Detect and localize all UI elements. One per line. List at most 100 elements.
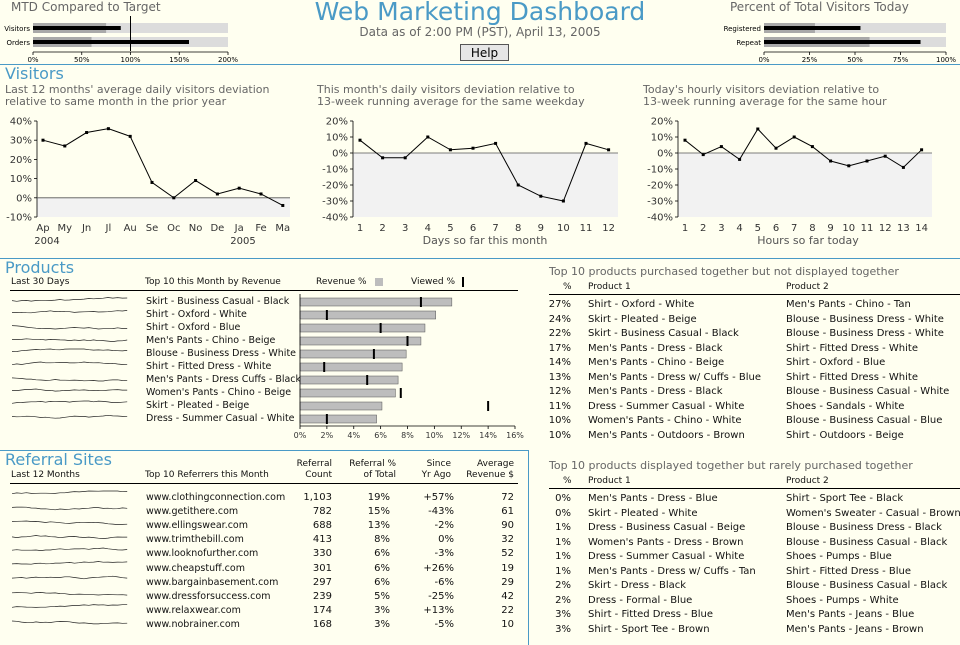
x-tick-label: 9 [538,223,544,234]
viewed-marker [399,388,402,398]
pair-product-1: Dress - Formal - Blue [588,594,693,606]
help-button[interactable]: Help [460,44,509,61]
viewed-marker [325,310,328,320]
pair-pct: 1% [555,565,571,577]
negative-region [678,153,932,217]
x-tick-label: Au [124,223,137,234]
data-point [63,144,67,148]
x-tick-label: Se [146,223,159,234]
data-point [738,157,742,161]
pair-product-2: Men's Pants - Jeans - Brown [786,623,924,635]
referrer-since: -25% [428,590,454,602]
x-tick-label: 7 [492,223,498,234]
sparkline [12,520,128,525]
data-point [901,165,905,169]
x-tick-label: Fe [255,223,266,234]
data-point [381,156,385,160]
data-point [561,199,565,203]
data-point [847,164,851,168]
referrer-since: -5% [434,618,454,630]
sparkline [12,361,128,366]
data-point [358,138,362,142]
referrer-count: 688 [312,520,332,532]
referrals-col-since-1: Since [426,459,451,469]
data-point [471,146,475,150]
pair-product-1: Dress - Summer Casual - White [588,551,745,562]
pair-product-1: Women's Pants - Dress - Brown [588,536,744,548]
x-tick-label: 14% [479,431,497,440]
referrer-count: 239 [312,590,332,602]
viewed-marker [325,414,328,424]
bullet-tick-label: 150% [169,56,189,64]
sparkline [12,388,128,392]
y-tick-label: 10% [651,133,673,144]
data-point [448,148,452,152]
visitors-chart2-desc-1: This month's daily visitors deviation re… [317,83,575,96]
visitors-section-title: Visitors [5,64,64,83]
y-tick-label: 0% [657,149,673,160]
x-axis-label: Days so far this month [423,234,548,247]
referrals-col-since-2: Yr Ago [421,470,451,480]
data-point [701,153,705,157]
pair-pct: 2% [555,580,571,591]
referrer-count: 174 [312,604,332,616]
referrer-site: www.dressforsuccess.com [146,590,271,602]
referrer-pct: 15% [367,506,390,518]
sparkline [12,297,128,302]
referrer-revenue: 32 [501,534,514,546]
x-tick-label: 8 [809,223,815,234]
product-name: Skirt - Pleated - Beige [146,400,250,411]
pair-product-1: Skirt - Business Casual - Black [588,328,739,339]
referrer-pct: 3% [374,604,390,616]
y-tick-label: -10% [6,213,32,224]
sparkline [12,535,128,539]
data-point [774,146,778,150]
pairs-not-displayed-col-pct: % [563,282,572,292]
year-label-2004: 2004 [34,236,59,247]
product-name: Men's Pants - Chino - Beige [146,335,276,346]
data-point [865,159,869,163]
referrer-pct: 6% [374,562,390,574]
y-tick-label: -20% [647,181,673,192]
pct-visitors-bullet-chart: Registered Repeat 0% 25% 50% 75% 100% [724,23,956,64]
visitors-hourly-line-chart: -40%-30%-20%-10%0%10%20%1 2 3 4 5 6 7 8 9 10 11 12 1… [647,117,932,247]
pair-product-2: Shoes - Pumps - White [786,594,899,606]
pair-pct: 2% [555,594,571,606]
bullet-row-label: Repeat [736,39,761,47]
referrer-site: www.cheapstuff.com [146,562,245,574]
pair-product-1: Men's Pants - Chino - Beige [588,357,725,368]
bullet-tick-label: 0% [27,56,38,64]
pair-pct: 27% [548,299,571,310]
y-tick-label: -30% [322,197,348,208]
referrer-pct: 6% [374,576,390,588]
pair-product-1: Shirt - Fitted Dress - Blue [588,609,714,620]
referrer-since: +13% [423,604,454,616]
revenue-bar [299,336,422,346]
divider-header [0,64,960,65]
sparkline [12,400,128,404]
x-tick-label: 5 [447,223,453,234]
data-point [539,194,543,198]
pair-product-2: Shirt - Fitted Dress - Blue [786,565,912,577]
product-name: Men's Pants - Dress Cuffs - Black [146,374,302,385]
referrer-count: 297 [312,576,332,588]
product-name: Women's Pants - Chino - Beige [146,387,292,398]
product-name: Shirt - Fitted Dress - White [146,361,272,372]
pairs-not-displayed-col-p2: Product 2 [786,282,829,292]
x-tick-label: 3 [402,223,408,234]
data-point [150,180,154,184]
series-line [684,128,922,169]
pair-product-2: Shirt - Outdoors - Beige [786,429,904,441]
data-point [607,148,611,152]
pair-pct: 12% [548,386,571,397]
revenue-bar [299,297,453,307]
y-tick-label: 10% [10,174,32,185]
x-tick-label: 6% [374,431,387,440]
y-tick-label: 40% [10,117,32,128]
series-line [42,128,284,206]
referrals-col-rev-2: Revenue $ [466,470,514,480]
revenue-bar [299,375,399,385]
visitors-chart1-desc-2: relative to same month in the prior year [5,95,227,108]
revenue-bar [299,414,377,424]
x-tick-label: 7 [791,223,797,234]
